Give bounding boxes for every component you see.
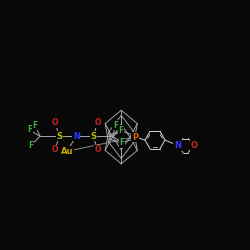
Text: P: P — [132, 132, 138, 141]
Text: O: O — [52, 118, 58, 127]
Text: O: O — [190, 141, 197, 150]
Text: N: N — [174, 141, 181, 150]
Text: F: F — [32, 120, 38, 130]
Text: S: S — [90, 132, 96, 141]
Text: F: F — [28, 140, 34, 149]
Text: F: F — [113, 120, 118, 130]
Text: F: F — [120, 138, 124, 147]
Text: O: O — [52, 146, 58, 154]
Text: O: O — [94, 146, 101, 154]
Text: F: F — [119, 126, 124, 135]
Text: S: S — [56, 132, 62, 141]
Text: F: F — [27, 126, 32, 134]
Text: Au: Au — [61, 147, 73, 156]
Text: O: O — [94, 118, 101, 127]
Text: N: N — [73, 132, 80, 141]
